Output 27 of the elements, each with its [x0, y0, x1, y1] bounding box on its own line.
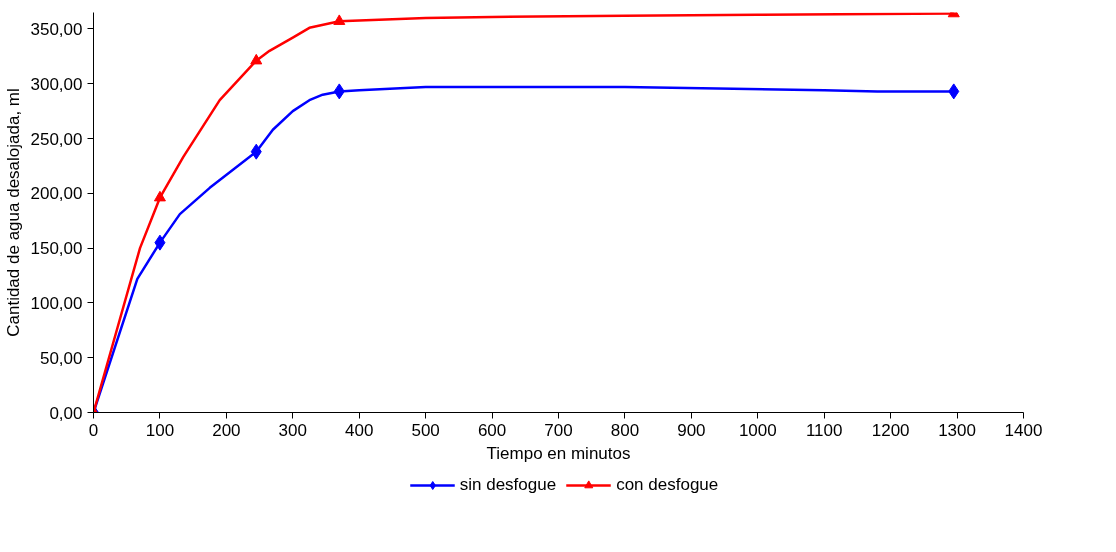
x-axis-title: Tiempo en minutos [486, 443, 631, 463]
y-axis-title: Cantidad de agua desalojada, ml [3, 88, 23, 337]
x-tick-label: 800 [610, 420, 640, 440]
x-tick-label: 700 [544, 420, 573, 440]
y-tick-label: 200,00 [30, 184, 83, 204]
x-tick-label: 100 [145, 420, 175, 440]
x-tick-label: 1300 [938, 420, 976, 440]
y-tick-label: 350,00 [30, 19, 83, 39]
x-tick-label: 0 [88, 420, 99, 440]
x-tick-label: 500 [411, 420, 440, 440]
legend-label: con desfogue [616, 475, 719, 495]
x-tick-label: 400 [345, 420, 374, 440]
y-tick-label: 100,00 [30, 293, 83, 313]
x-tick-label: 200 [212, 420, 241, 440]
y-tick-label: 150,00 [30, 239, 83, 259]
x-tick-label: 1100 [805, 420, 843, 440]
x-tick-label: 1200 [871, 420, 910, 440]
y-tick-label: 0,00 [49, 403, 83, 423]
y-tick-label: 250,00 [30, 129, 83, 149]
x-tick-label: 600 [477, 420, 507, 440]
x-tick-label: 1000 [738, 420, 777, 440]
x-tick-label: 300 [278, 420, 307, 440]
y-tick-label: 300,00 [30, 74, 83, 94]
x-tick-label: 900 [677, 420, 706, 440]
x-tick-label: 1400 [1004, 420, 1043, 440]
y-tick-label: 50,00 [39, 348, 83, 368]
legend-label: sin desfogue [459, 475, 557, 495]
